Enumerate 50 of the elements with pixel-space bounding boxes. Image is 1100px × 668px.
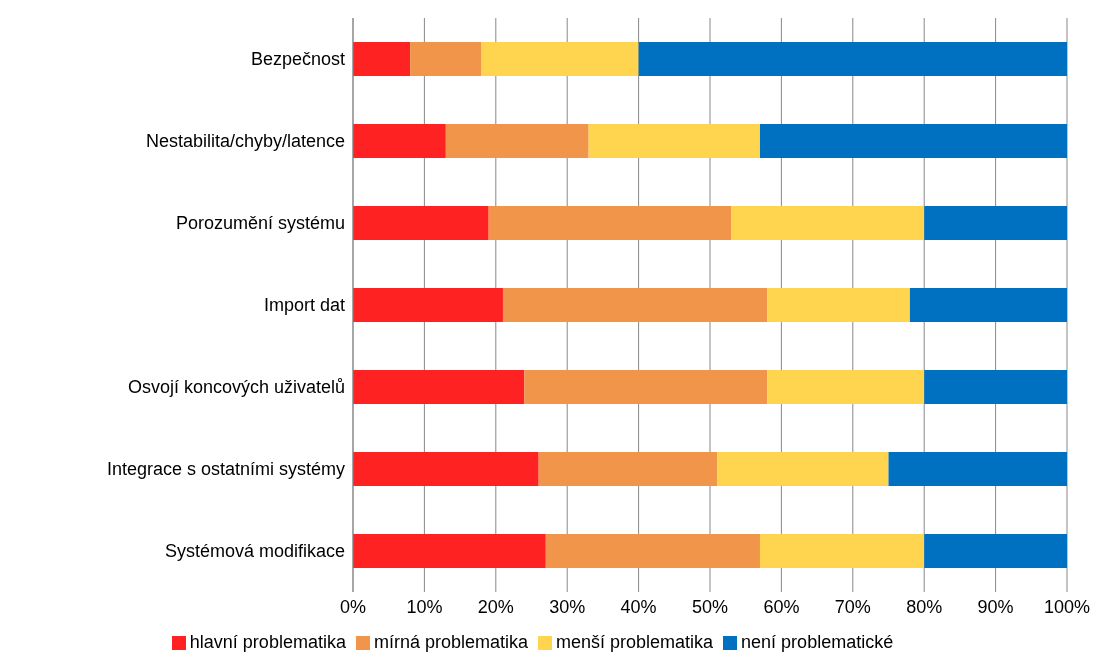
bar (731, 206, 925, 240)
legend-label: hlavní problematika (189, 632, 346, 652)
bar (538, 452, 718, 486)
y-tick-label: Osvojí koncových uživatelů (127, 377, 345, 398)
y-tick-label: Import dat (263, 295, 345, 316)
y-tick-label: Nestabilita/chyby/latence (145, 131, 345, 152)
legend-label: není problematické (741, 632, 894, 652)
bar (502, 288, 768, 322)
bar (545, 534, 760, 568)
y-tick-label: Bezpečnost (250, 49, 345, 70)
bar (759, 534, 925, 568)
bar (767, 288, 910, 322)
y-tick-label: Porozumění systému (175, 213, 345, 234)
x-tick-label: 80% (906, 596, 943, 617)
bar (524, 370, 768, 404)
bar (888, 452, 1067, 486)
x-tick-label: 20% (477, 596, 514, 617)
legend-label: menší problematika (556, 632, 714, 652)
bar (924, 206, 1067, 240)
bar (759, 124, 1067, 158)
legend-label: mírná problematika (373, 632, 528, 652)
bar (353, 42, 411, 76)
x-tick-label: 70% (834, 596, 871, 617)
x-tick-label: 100% (1043, 596, 1091, 617)
bar (588, 124, 760, 158)
bar (445, 124, 589, 158)
bar (488, 206, 732, 240)
x-tick-label: 40% (620, 596, 657, 617)
x-tick-label: 30% (549, 596, 586, 617)
bar (353, 206, 489, 240)
bar (924, 534, 1067, 568)
bar (924, 370, 1067, 404)
bar (909, 288, 1067, 322)
x-tick-label: 0% (339, 596, 367, 617)
y-tick-label: Systémová modifikace (164, 541, 345, 562)
bar (481, 42, 639, 76)
bar (353, 534, 546, 568)
bar (638, 42, 1067, 76)
x-tick-label: 90% (977, 596, 1014, 617)
x-tick-label: 10% (406, 596, 443, 617)
x-tick-label: 60% (763, 596, 800, 617)
y-tick-label: Integrace s ostatními systémy (106, 459, 345, 480)
bar (717, 452, 889, 486)
bar (353, 452, 539, 486)
bar (353, 370, 525, 404)
bar (410, 42, 482, 76)
bar (353, 124, 446, 158)
x-tick-label: 50% (691, 596, 729, 617)
bar (353, 288, 503, 322)
bar (767, 370, 925, 404)
